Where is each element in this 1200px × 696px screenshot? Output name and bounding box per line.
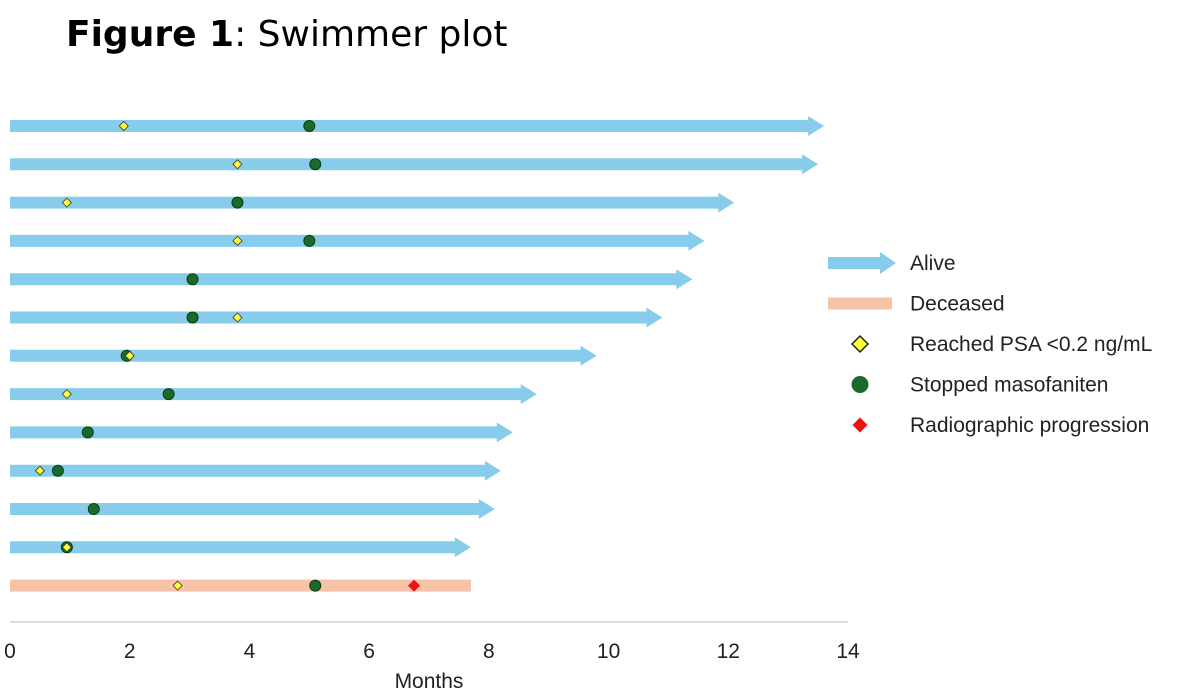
stopped-marker xyxy=(303,120,316,132)
legend-psa-marker xyxy=(850,334,870,354)
alive-arrow-bar xyxy=(10,345,597,366)
stopped-marker xyxy=(309,158,322,171)
stopped-marker xyxy=(87,503,100,515)
patient-row xyxy=(10,460,501,481)
x-tick-label: 2 xyxy=(124,640,136,663)
x-tick-label: 10 xyxy=(597,640,620,663)
legend-item-deceased: Deceased xyxy=(828,293,1005,316)
legend-item-progression: Radiographic progression xyxy=(852,414,1149,437)
stopped-marker xyxy=(186,273,199,286)
patient-row xyxy=(10,307,663,328)
psa-marker xyxy=(172,580,183,591)
alive-arrow-bar xyxy=(10,460,501,481)
legend-item-psa: Reached PSA <0.2 ng/mL xyxy=(850,333,1152,356)
stopped-marker xyxy=(81,426,94,439)
legend-label: Stopped masofaniten xyxy=(910,374,1108,397)
alive-arrow-bar xyxy=(10,499,495,519)
alive-arrow-bar xyxy=(10,384,537,405)
alive-arrow-bar xyxy=(10,422,513,443)
patient-row xyxy=(10,230,705,251)
x-tick-label: 14 xyxy=(836,640,860,663)
legend-item-stopped: Stopped masofaniten xyxy=(851,374,1108,397)
stopped-marker xyxy=(303,234,316,247)
psa-marker xyxy=(34,465,45,476)
legend-label: Radiographic progression xyxy=(910,414,1149,437)
psa-marker xyxy=(232,159,243,170)
legend-label: Deceased xyxy=(910,293,1005,316)
legend-label: Alive xyxy=(910,252,956,275)
x-tick-label: 12 xyxy=(717,640,740,663)
stopped-marker xyxy=(186,311,199,324)
progression-marker xyxy=(408,579,421,592)
psa-marker xyxy=(232,235,243,246)
alive-arrow-bar xyxy=(10,230,705,251)
psa-marker xyxy=(232,312,243,323)
legend-alive-arrow xyxy=(828,252,896,274)
patient-lanes xyxy=(10,116,825,592)
x-tick-label: 6 xyxy=(363,640,375,663)
alive-arrow-bar xyxy=(10,192,735,213)
psa-marker xyxy=(61,389,72,400)
patient-row xyxy=(10,269,693,290)
patient-row xyxy=(10,116,825,136)
psa-marker xyxy=(61,197,72,208)
legend-deceased-bar xyxy=(828,297,892,310)
stopped-marker xyxy=(51,464,64,477)
x-tick-label: 8 xyxy=(483,640,495,663)
stopped-marker xyxy=(162,388,175,401)
patient-row xyxy=(10,384,537,405)
stopped-marker xyxy=(231,196,244,209)
legend-stopped-marker xyxy=(851,376,869,393)
figure-title-bold: Figure 1 xyxy=(66,14,235,55)
patient-row xyxy=(10,499,495,519)
x-axis-title: Months xyxy=(395,670,464,693)
alive-arrow-bar xyxy=(10,537,471,558)
psa-marker xyxy=(124,350,135,361)
legend-item-alive: Alive xyxy=(828,252,956,275)
patient-row xyxy=(10,154,819,175)
patient-row xyxy=(10,579,471,592)
stopped-marker xyxy=(309,579,322,592)
figure-title: Figure 1: Swimmer plot xyxy=(66,14,508,55)
psa-marker xyxy=(61,542,72,553)
patient-row xyxy=(10,537,471,558)
deceased-bar xyxy=(10,579,471,592)
legend: Alive Deceased Reached PSA <0.2 ng/mL Stopp… xyxy=(828,252,1152,437)
alive-arrow-bar xyxy=(10,307,663,328)
alive-arrow-bar xyxy=(10,154,819,175)
legend-label: Reached PSA <0.2 ng/mL xyxy=(910,333,1152,356)
legend-progression-marker xyxy=(852,417,868,433)
psa-marker xyxy=(118,120,129,132)
alive-arrow-bar xyxy=(10,269,693,290)
x-tick-label: 0 xyxy=(4,640,16,663)
patient-row xyxy=(10,345,597,366)
patient-row xyxy=(10,422,513,443)
patient-row xyxy=(10,192,735,213)
alive-arrow-bar xyxy=(10,116,825,136)
x-axis-ticks: 0 2 4 6 8 10 12 14 xyxy=(4,640,860,663)
figure-title-rest: : Swimmer plot xyxy=(234,14,508,55)
x-tick-label: 4 xyxy=(244,640,256,663)
